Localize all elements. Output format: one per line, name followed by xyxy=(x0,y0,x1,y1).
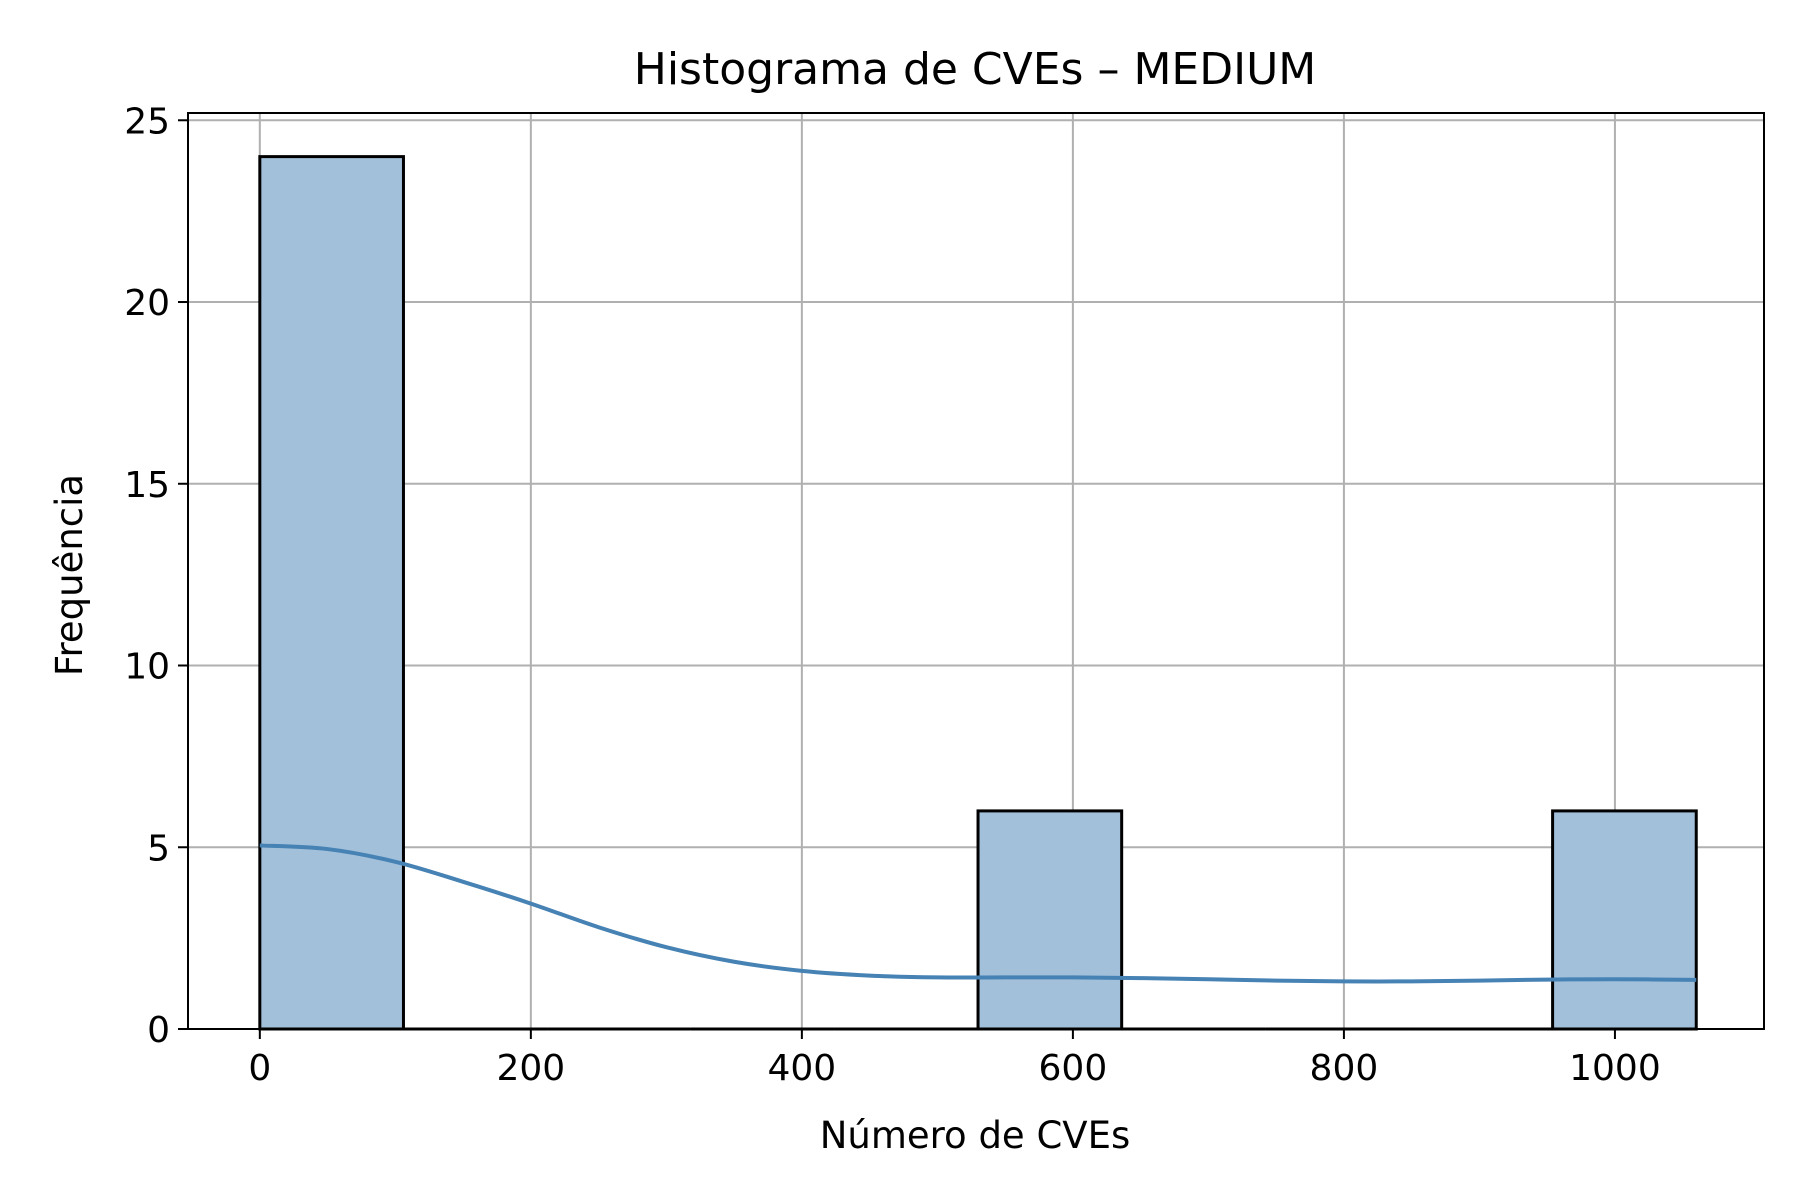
x-tick-label: 600 xyxy=(1039,1048,1108,1089)
y-tick-label: 10 xyxy=(124,647,170,688)
axes-layer xyxy=(187,112,1765,1030)
y-tick-label: 5 xyxy=(147,828,170,869)
histogram-bar xyxy=(1551,809,1698,1031)
y-tick-label: 15 xyxy=(124,465,170,506)
plot-frame xyxy=(187,112,1765,1030)
x-tick-label: 800 xyxy=(1310,1048,1379,1089)
bars-layer xyxy=(258,155,1698,1031)
y-tick-label: 25 xyxy=(124,101,170,142)
x-tick-label: 200 xyxy=(496,1048,565,1089)
x-tick-label: 1000 xyxy=(1569,1048,1661,1089)
histogram-bar xyxy=(976,809,1124,1031)
y-tick-label: 0 xyxy=(147,1010,170,1051)
kde-layer xyxy=(259,843,1697,984)
chart-title: Histograma de CVEs – MEDIUM xyxy=(634,44,1317,95)
kde-line xyxy=(259,843,1697,984)
grid-layer xyxy=(188,113,1764,1030)
y-axis-label: Frequência xyxy=(48,474,91,676)
x-axis-label: Número de CVEs xyxy=(820,1114,1131,1157)
x-tick-label: 400 xyxy=(768,1048,837,1089)
x-tick-label: 0 xyxy=(248,1048,271,1089)
ticks-layer: 0 200 400 600 800 1000 0 5 10 15 20 25 xyxy=(124,101,1661,1089)
y-tick-label: 20 xyxy=(124,283,170,324)
histogram-bar xyxy=(258,155,405,1031)
